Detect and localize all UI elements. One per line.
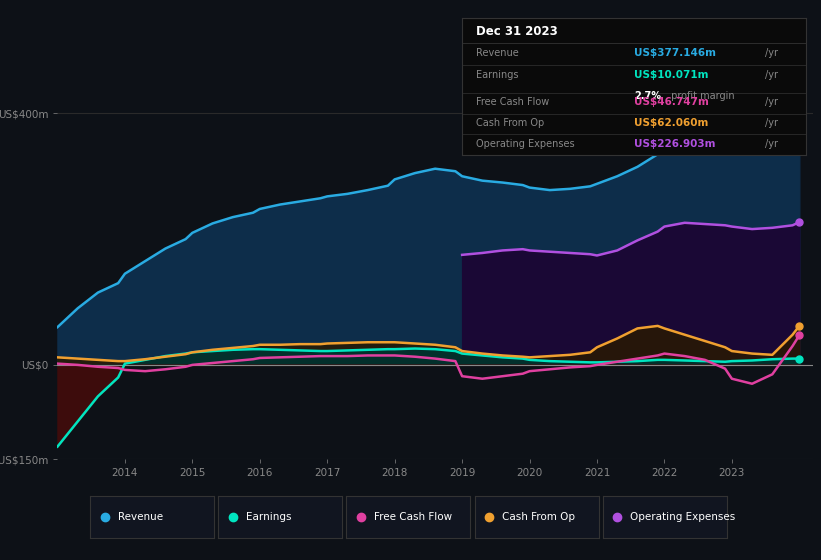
Text: Free Cash Flow: Free Cash Flow [374, 512, 452, 521]
Text: 2.7%: 2.7% [634, 91, 661, 101]
Text: /yr: /yr [764, 48, 777, 58]
Text: /yr: /yr [764, 118, 777, 128]
Text: Cash From Op: Cash From Op [475, 118, 544, 128]
Text: Free Cash Flow: Free Cash Flow [475, 97, 549, 108]
Text: Earnings: Earnings [475, 70, 518, 80]
Text: US$377.146m: US$377.146m [634, 48, 716, 58]
Text: /yr: /yr [764, 138, 777, 148]
Text: US$46.747m: US$46.747m [634, 97, 709, 108]
Text: Cash From Op: Cash From Op [502, 512, 575, 521]
Text: US$226.903m: US$226.903m [634, 138, 715, 148]
Text: profit margin: profit margin [668, 91, 735, 101]
Text: Revenue: Revenue [475, 48, 519, 58]
Text: US$10.071m: US$10.071m [634, 70, 709, 80]
Text: Dec 31 2023: Dec 31 2023 [475, 25, 557, 38]
Text: US$62.060m: US$62.060m [634, 118, 709, 128]
Text: /yr: /yr [764, 70, 777, 80]
Text: Operating Expenses: Operating Expenses [475, 138, 575, 148]
Text: /yr: /yr [764, 97, 777, 108]
Text: Revenue: Revenue [117, 512, 163, 521]
Text: Operating Expenses: Operating Expenses [630, 512, 735, 521]
Text: Earnings: Earnings [245, 512, 291, 521]
